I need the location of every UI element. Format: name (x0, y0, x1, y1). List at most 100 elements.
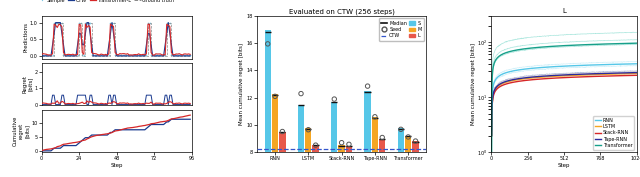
Bar (279, 132, 285, 152)
Stack-RNN (488, 135, 495, 137)
Point (121, 54, 131, 57)
Point (58, 54, 68, 57)
Point (177, 54, 188, 57)
Point (120, 54, 130, 57)
Point (83, 22, 93, 25)
Point (329, 98, 339, 101)
Point (125, 54, 136, 57)
Bar (272, 94, 278, 152)
LSTM (557, 75, 564, 77)
Point (160, 54, 170, 57)
Point (150, 54, 161, 57)
Transformer (557, 45, 565, 47)
Point (49, 22, 60, 25)
Point (403, 136, 413, 138)
Point (79, 54, 89, 57)
Transformer (607, 43, 614, 45)
Title: Evaluated on CTW (256 steps): Evaluated on CTW (256 steps) (289, 8, 394, 15)
Point (296, 92, 306, 95)
Y-axis label: Mean cumulative regret [bits]: Mean cumulative regret [bits] (471, 43, 476, 125)
Tape-RNN (557, 74, 564, 76)
Legend: RNN, LSTM, Stack-RNN, Tape-RNN, Transformer: RNN, LSTM, Stack-RNN, Tape-RNN, Transfor… (593, 116, 634, 150)
Point (57, 22, 67, 25)
Point (52, 22, 62, 25)
Point (43, 54, 53, 57)
Line: RNN: RNN (492, 64, 637, 130)
Point (55, 22, 65, 25)
Tape-RNN (607, 72, 614, 74)
Point (310, 144, 321, 147)
Point (141, 54, 152, 57)
RNN (488, 129, 495, 131)
Point (184, 54, 194, 57)
RNN (630, 63, 637, 65)
Point (154, 54, 164, 57)
Point (277, 130, 287, 133)
Stack-RNN (607, 75, 614, 77)
Transformer (488, 151, 495, 153)
Transformer (633, 42, 640, 44)
Point (173, 54, 183, 57)
Point (157, 54, 167, 57)
Point (134, 54, 144, 57)
Point (131, 54, 141, 57)
Point (65, 54, 75, 57)
X-axis label: Step: Step (558, 163, 570, 168)
RNN (633, 63, 640, 65)
Point (162, 22, 172, 25)
Bar (305, 128, 312, 152)
Line: Tape-RNN: Tape-RNN (492, 73, 637, 136)
Tape-RNN (633, 72, 640, 74)
RNN (566, 65, 574, 67)
Bar (372, 117, 378, 152)
Point (140, 54, 150, 57)
Point (337, 141, 347, 144)
Title: L: L (562, 8, 566, 14)
Point (106, 22, 116, 25)
Tape-RNN (566, 74, 574, 76)
LSTM (488, 135, 495, 137)
Bar (298, 104, 304, 152)
Point (124, 54, 134, 57)
Point (96, 54, 106, 57)
Transformer (630, 42, 637, 44)
Line: Stack-RNN: Stack-RNN (492, 75, 637, 136)
Point (396, 128, 406, 131)
LSTM (630, 73, 637, 75)
Y-axis label: Cumulative
regret
[bits]: Cumulative regret [bits] (13, 116, 30, 146)
Transformer (566, 44, 574, 46)
Point (60, 54, 70, 57)
Bar (405, 136, 412, 152)
Point (38, 54, 48, 57)
Point (111, 54, 122, 57)
RNN (574, 64, 582, 67)
Point (46, 54, 56, 57)
Point (44, 54, 54, 57)
Point (138, 54, 148, 57)
Point (76, 22, 86, 25)
Point (77, 54, 88, 57)
Point (85, 22, 95, 25)
Point (36, 54, 47, 57)
LSTM (607, 73, 614, 75)
Bar (339, 145, 345, 152)
Point (132, 54, 142, 57)
Point (82, 22, 92, 25)
Point (92, 54, 102, 57)
Point (170, 54, 180, 57)
Point (148, 54, 158, 57)
Point (61, 54, 72, 57)
RNN (557, 65, 564, 67)
Point (104, 54, 114, 57)
Y-axis label: Regret
[bits]: Regret [bits] (22, 75, 33, 93)
Bar (364, 91, 371, 152)
X-axis label: Step: Step (111, 163, 123, 168)
Stack-RNN (630, 74, 637, 76)
Point (80, 22, 90, 25)
Point (163, 22, 173, 25)
Point (270, 95, 280, 98)
Bar (346, 146, 352, 152)
Point (113, 54, 124, 57)
Point (182, 54, 192, 57)
LSTM (574, 74, 582, 76)
